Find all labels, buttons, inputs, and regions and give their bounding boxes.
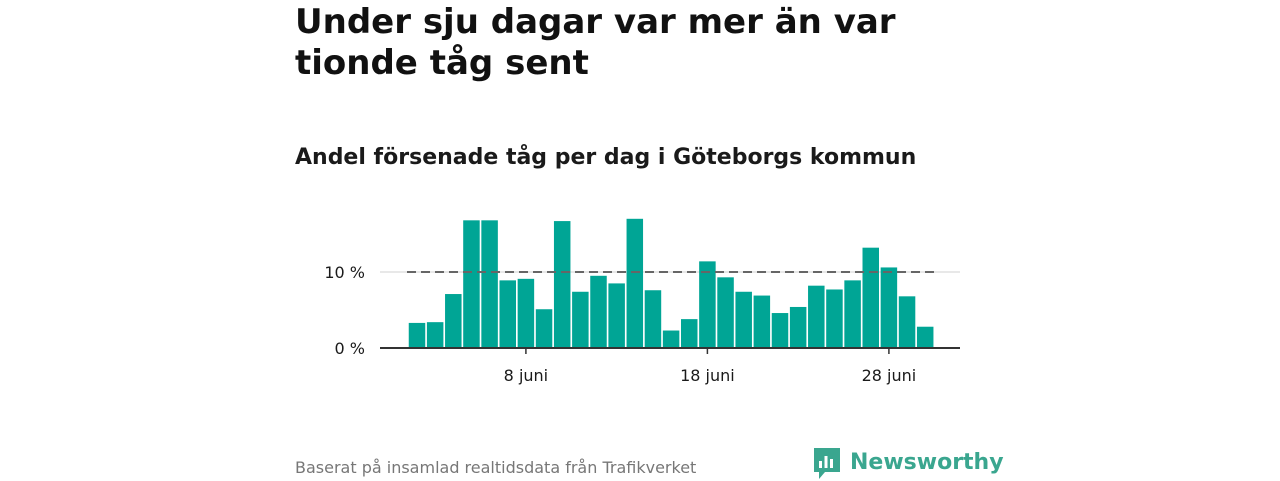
bar	[644, 290, 662, 348]
brand-logo: Newsworthy	[812, 445, 1004, 481]
chart-subtitle: Andel försenade tåg per dag i Göteborgs …	[295, 145, 917, 170]
bar	[808, 285, 825, 348]
y-tick-label: 10 %	[324, 263, 365, 282]
bar	[844, 280, 861, 348]
x-tick-label: 18 juni	[680, 366, 735, 385]
brand-name: Newsworthy	[850, 450, 1004, 475]
bar	[535, 309, 553, 348]
bar	[662, 330, 680, 348]
bar	[699, 261, 716, 348]
chart-title: Under sju dagar var mer än var tionde tå…	[295, 2, 896, 83]
bar	[626, 218, 644, 348]
bar	[826, 289, 843, 348]
bar	[590, 275, 607, 348]
bar	[408, 322, 426, 348]
bar	[880, 267, 898, 348]
y-tick-label: 0 %	[335, 339, 365, 358]
bar	[517, 278, 535, 348]
bar	[789, 306, 807, 348]
bar	[426, 322, 444, 348]
bar	[717, 277, 734, 348]
bar	[753, 295, 771, 348]
bar	[898, 296, 916, 348]
bars-layer	[408, 218, 934, 348]
bar	[862, 247, 879, 348]
bar	[916, 326, 934, 348]
bar	[771, 313, 789, 348]
bar-chart-speech-bubble-icon	[814, 448, 840, 479]
bar	[572, 291, 589, 348]
source-footer: Baserat på insamlad realtidsdata från Tr…	[295, 458, 697, 477]
bar	[445, 294, 462, 348]
x-tick-label: 8 juni	[504, 366, 548, 385]
bar	[481, 220, 498, 348]
bar	[499, 280, 516, 348]
bar	[463, 220, 480, 348]
x-tick-label: 28 juni	[862, 366, 917, 385]
bar	[735, 291, 752, 348]
bar	[681, 319, 698, 348]
bar	[608, 283, 625, 348]
bar	[553, 221, 571, 348]
axis-layer: 0 % 10 % 8 juni 18 juni 28 juni	[324, 263, 960, 385]
